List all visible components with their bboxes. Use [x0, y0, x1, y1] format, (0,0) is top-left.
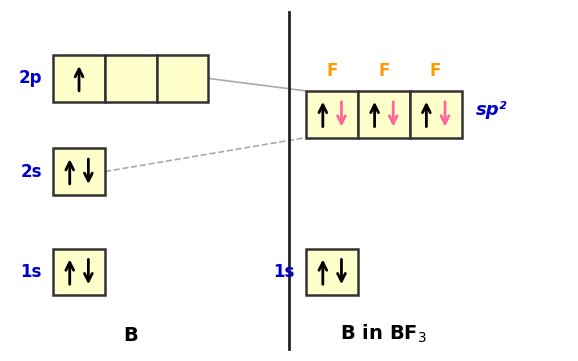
Bar	[53, 249, 105, 295]
Text: 2p: 2p	[18, 69, 42, 87]
Text: 1s: 1s	[273, 263, 295, 281]
Bar	[410, 91, 462, 138]
Text: 2s: 2s	[20, 162, 42, 180]
Bar	[358, 91, 410, 138]
Text: F: F	[378, 62, 390, 80]
Bar	[306, 91, 358, 138]
Bar	[53, 55, 105, 102]
Text: F: F	[430, 62, 442, 80]
Text: F: F	[327, 62, 338, 80]
Bar	[157, 55, 209, 102]
Bar	[53, 148, 105, 195]
Text: 1s: 1s	[20, 263, 42, 281]
Text: sp²: sp²	[476, 101, 507, 118]
Bar	[105, 55, 157, 102]
Text: B: B	[124, 326, 138, 345]
Bar	[306, 249, 358, 295]
Text: B in BF$_3$: B in BF$_3$	[340, 323, 427, 345]
